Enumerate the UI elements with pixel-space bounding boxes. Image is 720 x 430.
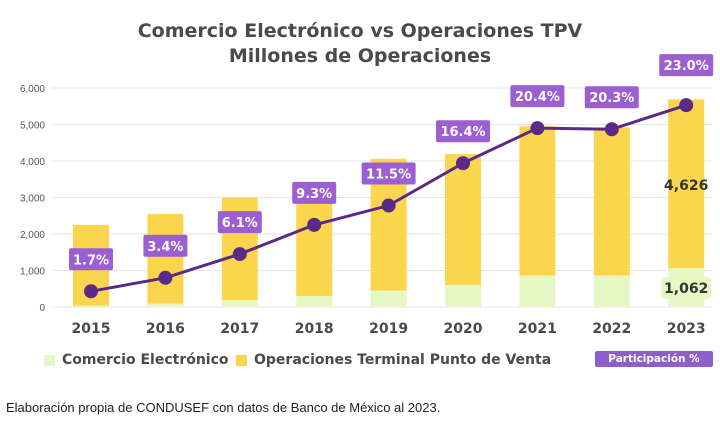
chart-subtitle: Millones de Operaciones — [228, 45, 492, 67]
participation-point-2021 — [530, 121, 545, 136]
x-tick-label: 2022 — [592, 321, 631, 337]
participation-point-2020 — [456, 156, 470, 171]
bar-ecommerce-2020 — [445, 285, 481, 307]
legend-item-tpv: Operaciones Terminal Punto de Venta — [236, 352, 551, 368]
x-tick-label: 2023 — [667, 321, 706, 337]
pct-label-2017: 6.1% — [222, 216, 258, 231]
legend-label-ecommerce: Comercio Electrónico — [62, 352, 229, 368]
pct-label-2015: 1.7% — [73, 253, 109, 268]
pct-label-2020: 16.4% — [440, 125, 485, 140]
participation-point-2017 — [232, 247, 247, 262]
bar-ecommerce-2015 — [73, 305, 109, 307]
pct-label-2019: 11.5% — [366, 168, 411, 183]
bar-ecommerce-2022 — [593, 275, 630, 307]
bar-tpv-2021 — [519, 126, 556, 276]
participation-point-2018 — [307, 217, 322, 232]
x-tick-label: 2016 — [146, 321, 185, 337]
y-tick-label: 6,000 — [20, 84, 45, 95]
bar-tpv-2016 — [147, 213, 184, 304]
y-tick-label: 0 — [39, 303, 45, 314]
bar-ecommerce-2017 — [221, 300, 258, 307]
bar-tpv-2018 — [296, 185, 333, 297]
bar-ecommerce-2016 — [147, 303, 184, 307]
x-tick-label: 2021 — [518, 321, 557, 337]
pct-label-2016: 3.4% — [147, 240, 183, 255]
participation-point-2023 — [679, 98, 694, 113]
y-tick-label: 4,000 — [20, 157, 45, 168]
pct-label-box-2015 — [69, 248, 113, 271]
participation-point-2022 — [604, 122, 619, 137]
x-tick-label: 2018 — [295, 321, 334, 337]
bar-ecommerce-2019 — [370, 290, 407, 307]
y-tick-label: 2,000 — [20, 230, 45, 241]
x-tick-label: 2017 — [220, 321, 259, 337]
pct-label-box-2021 — [510, 85, 565, 108]
y-tick-label: 3,000 — [20, 194, 45, 205]
bar-ecommerce-2018 — [296, 296, 333, 307]
pct-label-box-2017 — [217, 211, 262, 234]
bar-tpv-2022 — [593, 127, 630, 276]
y-tick-label: 1,000 — [20, 267, 45, 278]
legend-swatch-ecommerce — [44, 354, 55, 366]
pct-label-box-2016 — [143, 234, 188, 257]
legend-item-ecommerce: Comercio Electrónico — [44, 352, 229, 368]
participation-point-2016 — [158, 270, 173, 285]
x-tick-label: 2020 — [444, 321, 483, 337]
pct-label-box-2022 — [584, 86, 639, 109]
pct-label-2021: 20.4% — [515, 90, 560, 105]
pct-label-box-2023 — [659, 54, 714, 77]
bar-tpv-2020 — [445, 154, 481, 286]
x-tick-label: 2019 — [369, 321, 408, 337]
y-tick-label: 5,000 — [20, 121, 45, 132]
chart-title: Comercio Electrónico vs Operaciones TPV — [137, 20, 583, 42]
pct-label-box-2020 — [436, 120, 490, 143]
source-note: Elaboración propia de CONDUSEF con datos… — [6, 400, 441, 415]
pct-label-2022: 20.3% — [589, 91, 634, 106]
x-tick-label: 2015 — [72, 321, 111, 337]
legend-label-tpv: Operaciones Terminal Punto de Venta — [254, 352, 552, 368]
data-label-box-ecommerce-2023 — [661, 277, 712, 299]
bar-ecommerce-2021 — [519, 275, 556, 307]
participation-point-2019 — [381, 198, 396, 213]
participation-point-2015 — [84, 284, 98, 299]
data-label-ecommerce-2023: 1,062 — [664, 281, 708, 297]
pct-label-box-2019 — [361, 162, 416, 185]
pct-label-box-2018 — [292, 181, 337, 204]
data-label-tpv-2023: 4,626 — [664, 178, 708, 194]
pct-label-2018: 9.3% — [296, 187, 332, 202]
legend-badge-participacion: Participación % — [595, 351, 713, 367]
pct-label-2023: 23.0% — [664, 59, 709, 74]
legend-swatch-tpv — [236, 354, 247, 366]
bar-tpv-2023 — [668, 99, 705, 269]
